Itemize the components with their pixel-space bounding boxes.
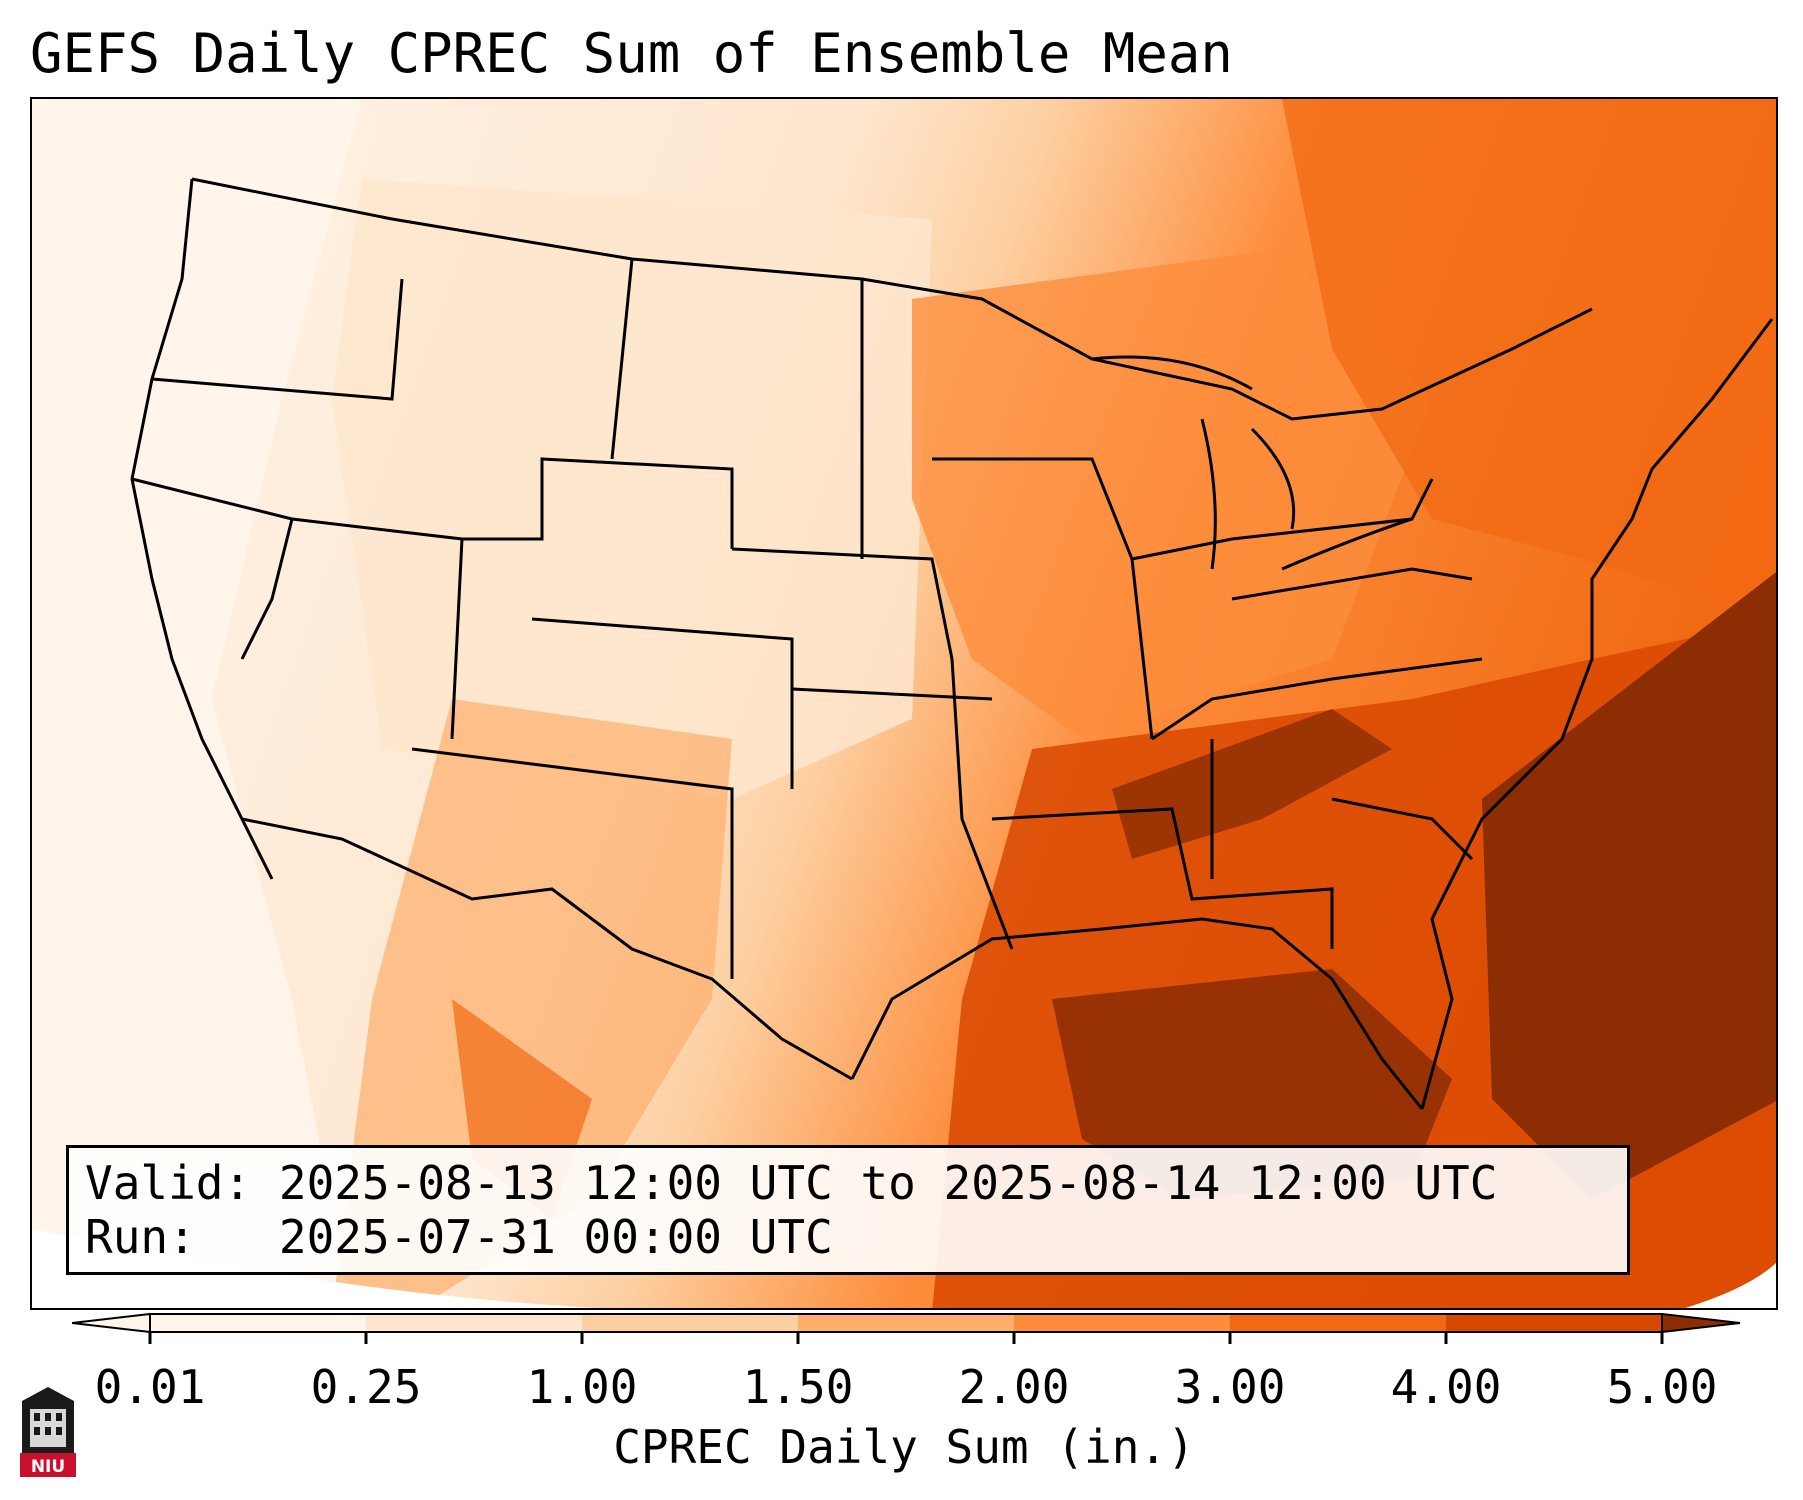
- valid-time-box: Valid: 2025-08-13 12:00 UTC to 2025-08-1…: [66, 1145, 1630, 1275]
- state-line: [1131, 478, 1434, 561]
- colorbar-label: CPREC Daily Sum (in.): [613, 1420, 1195, 1474]
- niu-logo: NIU: [20, 1387, 76, 1477]
- lake-michigan: [1200, 418, 1217, 570]
- run-value: 2025-07-31 00:00 UTC: [278, 1210, 833, 1264]
- state-line: [531, 617, 794, 789]
- lake-superior: [1091, 355, 1253, 391]
- lake-huron: [1250, 427, 1296, 530]
- precip-field-west: [32, 99, 362, 1308]
- colorbar-tick-label: 1.00: [526, 1360, 638, 1414]
- mexico-border: [241, 817, 853, 1081]
- colorbar-tick-label: 4.00: [1390, 1360, 1502, 1414]
- colorbar-tick-label: 0.01: [94, 1360, 206, 1414]
- projection-corner-white: [32, 1229, 596, 1308]
- precip-field-plains: [332, 179, 932, 799]
- colorbar-segment: [1230, 1314, 1446, 1332]
- state-line: [932, 457, 1154, 740]
- colorbar-segment: [150, 1314, 366, 1332]
- state-line: [1231, 567, 1473, 601]
- political-boundaries: [130, 177, 1774, 1110]
- run-label: Run:: [85, 1210, 252, 1264]
- state-line: [151, 278, 404, 401]
- state-line: [1151, 657, 1483, 741]
- great-lakes: [1091, 355, 1413, 571]
- precip-field-atlantic-max: [1482, 572, 1776, 1199]
- lake-erie: [1281, 517, 1413, 571]
- colorbar: [72, 1312, 1741, 1344]
- map-title: GEFS Daily CPREC Sum of Ensemble Mean: [30, 22, 1233, 85]
- colorbar-tick-label: 2.00: [958, 1360, 1070, 1414]
- colorbar-tick-label: 0.25: [310, 1360, 422, 1414]
- precip-field-midwest: [912, 249, 1432, 739]
- colorbar-segment: [582, 1314, 798, 1332]
- atlantic-coastline: [1420, 318, 1774, 1110]
- colorbar-border: [149, 1313, 1663, 1333]
- state-line: [731, 547, 1014, 950]
- state-line: [791, 687, 993, 701]
- colorbar-tick-label: 5.00: [1606, 1360, 1718, 1414]
- gulf-coastline: [850, 917, 1424, 1110]
- colorbar-segment: [1014, 1314, 1230, 1332]
- map-canvas: [32, 99, 1776, 1308]
- colorbar-extend-high: [1661, 1312, 1741, 1334]
- state-line: [610, 258, 634, 460]
- projection-corner-white-right: [1685, 1262, 1776, 1308]
- precip-field-gulf-max: [1052, 969, 1452, 1199]
- west-coastline: [130, 178, 274, 880]
- colorbar-segment: [1446, 1314, 1662, 1332]
- state-line: [411, 747, 734, 979]
- state-line: [462, 457, 734, 549]
- state-line: [991, 807, 1334, 949]
- precip-field-tennessee-max: [1112, 709, 1392, 859]
- precipitation-map: [30, 97, 1778, 1310]
- colorbar-segment: [366, 1314, 582, 1332]
- colorbar-extend-low: [72, 1312, 151, 1334]
- state-line: [131, 477, 294, 660]
- valid-value: 2025-08-13 12:00 UTC to 2025-08-14 12:00…: [278, 1156, 1498, 1210]
- colorbar-tick-label: 1.50: [742, 1360, 854, 1414]
- state-line: [1331, 797, 1474, 861]
- valid-label: Valid:: [85, 1156, 252, 1210]
- logo-text: NIU: [31, 1457, 65, 1477]
- colorbar-tick-label: 3.00: [1174, 1360, 1286, 1414]
- colorbar-ticks: [148, 1332, 1664, 1344]
- colorbar-segment: [798, 1314, 1014, 1332]
- precip-field-northeast: [1282, 99, 1776, 618]
